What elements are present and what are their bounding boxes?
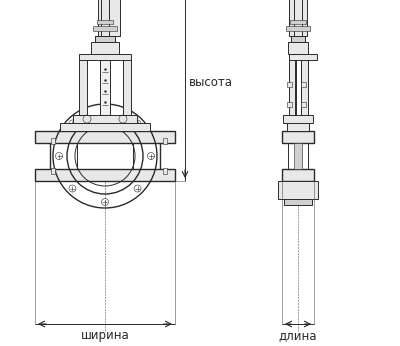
Bar xyxy=(35,169,175,181)
Bar xyxy=(73,115,137,123)
Bar xyxy=(79,60,87,115)
Bar xyxy=(283,115,313,123)
Bar xyxy=(291,36,305,42)
Bar xyxy=(288,42,308,54)
Bar xyxy=(91,42,119,54)
Bar xyxy=(123,60,131,115)
Bar xyxy=(51,138,55,144)
Bar xyxy=(288,54,316,60)
Bar xyxy=(286,102,292,107)
Bar xyxy=(278,181,318,199)
Bar xyxy=(294,143,302,169)
Bar xyxy=(289,0,307,36)
Text: длина: длина xyxy=(279,329,317,343)
Bar xyxy=(282,131,314,143)
Bar xyxy=(163,138,167,144)
Bar xyxy=(300,102,306,107)
Bar xyxy=(282,169,314,181)
Bar xyxy=(97,20,113,24)
Text: высота: высота xyxy=(189,76,233,89)
Bar xyxy=(286,26,310,31)
Bar xyxy=(51,168,55,174)
Bar xyxy=(93,26,117,31)
Bar xyxy=(95,36,115,42)
Bar xyxy=(290,20,306,24)
Bar xyxy=(35,131,175,143)
Bar xyxy=(286,82,292,87)
Bar xyxy=(288,60,296,115)
Bar xyxy=(284,199,312,205)
Bar xyxy=(100,60,110,115)
Bar xyxy=(98,0,120,36)
Bar xyxy=(300,60,308,115)
Text: ширина: ширина xyxy=(81,329,129,343)
Bar xyxy=(300,82,306,87)
Bar xyxy=(163,168,167,174)
Bar xyxy=(60,123,150,131)
Bar xyxy=(79,54,131,60)
Bar xyxy=(287,123,309,131)
